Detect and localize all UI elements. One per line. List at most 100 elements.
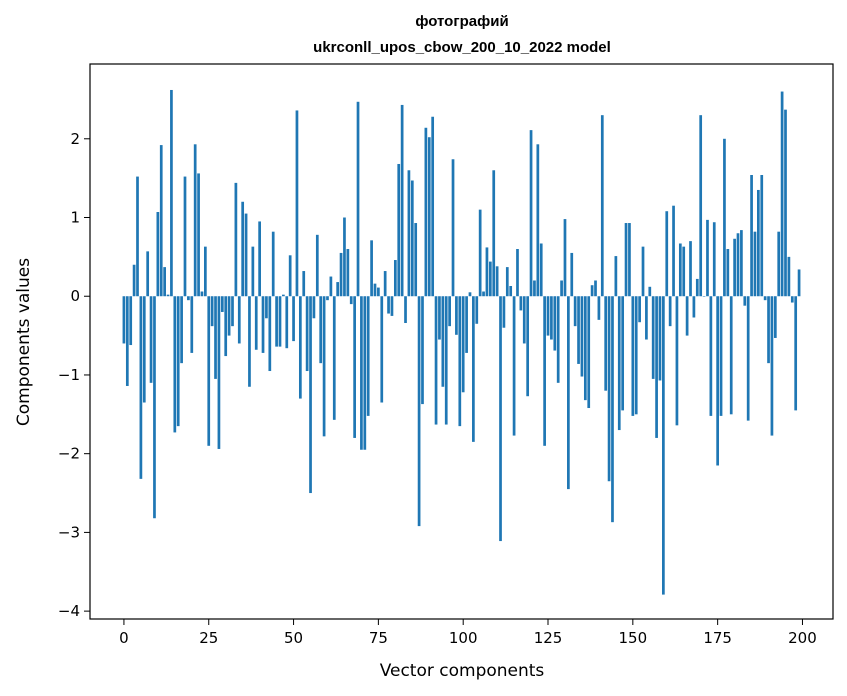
bar-71 bbox=[363, 296, 367, 450]
bar-152 bbox=[638, 296, 641, 323]
bar-153 bbox=[641, 246, 645, 297]
bar-34 bbox=[237, 296, 241, 344]
bar-129 bbox=[560, 280, 563, 297]
bar-158 bbox=[658, 296, 662, 381]
bar-83 bbox=[404, 296, 407, 323]
bar-30 bbox=[224, 296, 228, 357]
bar-69 bbox=[356, 101, 360, 297]
bar-46 bbox=[278, 296, 282, 347]
bar-86 bbox=[414, 223, 418, 297]
bar-167 bbox=[689, 241, 692, 297]
bar-198 bbox=[794, 296, 798, 411]
bar-143 bbox=[607, 296, 611, 482]
bar-32 bbox=[231, 296, 234, 327]
bar-186 bbox=[753, 231, 757, 297]
bar-81 bbox=[397, 163, 401, 297]
bar-44 bbox=[271, 231, 275, 297]
bar-181 bbox=[736, 233, 740, 297]
x-axis-label: Vector components bbox=[380, 661, 545, 681]
bar-95 bbox=[444, 296, 448, 425]
bar-31 bbox=[227, 296, 231, 336]
bar-84 bbox=[407, 170, 411, 297]
bar-107 bbox=[485, 247, 489, 297]
bar-137 bbox=[587, 296, 591, 409]
bar-163 bbox=[675, 296, 679, 426]
bar-78 bbox=[387, 296, 390, 314]
bar-45 bbox=[275, 296, 278, 347]
bar-52 bbox=[298, 296, 302, 399]
bar-66 bbox=[346, 249, 350, 297]
bar-87 bbox=[417, 296, 421, 527]
bar-185 bbox=[750, 175, 753, 297]
bar-19 bbox=[187, 296, 190, 301]
bar-164 bbox=[678, 243, 682, 297]
bar-145 bbox=[614, 256, 618, 297]
plot-frame bbox=[89, 63, 834, 620]
bar-93 bbox=[438, 296, 441, 340]
bar-130 bbox=[563, 219, 567, 297]
bar-162 bbox=[672, 205, 675, 297]
bar-91 bbox=[431, 116, 435, 297]
bar-180 bbox=[733, 238, 736, 297]
bar-54 bbox=[305, 296, 309, 372]
bar-144 bbox=[611, 296, 614, 523]
bar-65 bbox=[343, 217, 346, 297]
bar-104 bbox=[475, 296, 479, 324]
bar-38 bbox=[251, 246, 255, 297]
chart-title: фотографий bbox=[415, 13, 508, 30]
bar-57 bbox=[315, 234, 319, 297]
bar-7 bbox=[146, 251, 150, 297]
bar-193 bbox=[777, 231, 781, 297]
bar-73 bbox=[370, 240, 373, 297]
bar-60 bbox=[326, 296, 329, 301]
bar-122 bbox=[536, 144, 540, 297]
bar-24 bbox=[203, 246, 207, 297]
bar-92 bbox=[434, 296, 438, 425]
bar-18 bbox=[183, 176, 187, 297]
bar-182 bbox=[740, 230, 743, 297]
bar-12 bbox=[163, 267, 166, 297]
bar-61 bbox=[329, 276, 333, 297]
bar-48 bbox=[285, 296, 289, 349]
bar-157 bbox=[655, 296, 658, 438]
bar-23 bbox=[200, 291, 204, 297]
bar-76 bbox=[380, 296, 384, 403]
bar-116 bbox=[516, 249, 519, 297]
bar-39 bbox=[254, 296, 258, 350]
bar-169 bbox=[695, 278, 699, 297]
bar-26 bbox=[210, 296, 214, 327]
bar-135 bbox=[580, 296, 584, 377]
x-tick-label: 150 bbox=[619, 629, 648, 647]
bar-171 bbox=[702, 296, 706, 297]
bar-136 bbox=[583, 296, 587, 401]
bar-64 bbox=[339, 252, 343, 297]
bar-108 bbox=[488, 261, 492, 297]
bar-176 bbox=[719, 296, 723, 416]
bar-177 bbox=[723, 138, 726, 297]
bar-128 bbox=[556, 296, 560, 383]
x-tick-label: 100 bbox=[449, 629, 478, 647]
bar-10 bbox=[156, 212, 160, 297]
bar-14 bbox=[170, 89, 173, 297]
bar-72 bbox=[366, 296, 370, 416]
bar-174 bbox=[712, 222, 716, 297]
bar-112 bbox=[502, 296, 506, 328]
y-tick-label: 0 bbox=[70, 287, 80, 305]
bar-21 bbox=[193, 144, 197, 297]
bar-56 bbox=[312, 296, 316, 319]
y-tick-label: −4 bbox=[58, 602, 80, 620]
bar-36 bbox=[244, 213, 248, 297]
bar-196 bbox=[787, 256, 791, 297]
bar-75 bbox=[377, 287, 380, 297]
bar-13 bbox=[166, 294, 170, 297]
bar-62 bbox=[332, 296, 336, 420]
bar-67 bbox=[349, 296, 353, 305]
bar-51 bbox=[295, 110, 299, 297]
bar-115 bbox=[512, 296, 516, 436]
bar-15 bbox=[173, 296, 177, 433]
bar-165 bbox=[682, 246, 686, 297]
bar-160 bbox=[665, 211, 669, 297]
bar-74 bbox=[373, 283, 377, 297]
bar-89 bbox=[424, 127, 428, 297]
